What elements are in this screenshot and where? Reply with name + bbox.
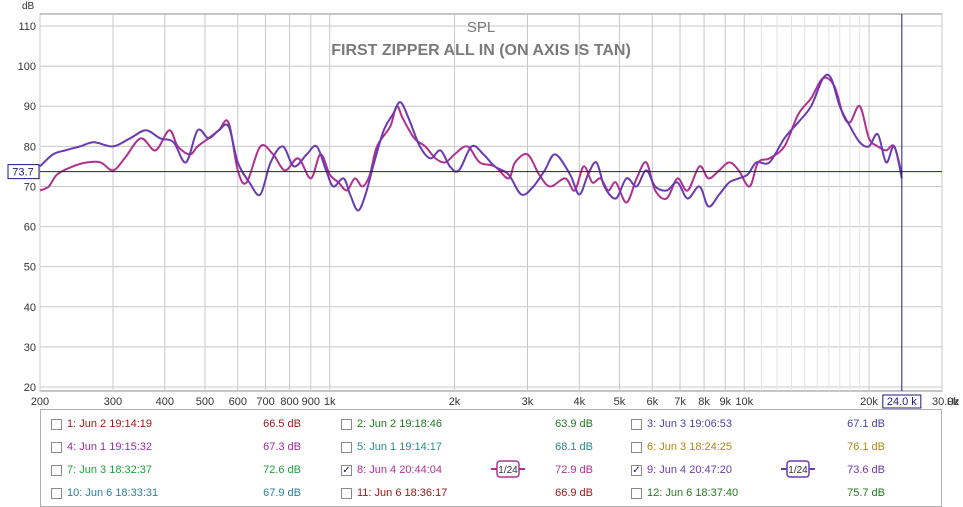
x-axis-label: Hz bbox=[947, 397, 959, 408]
legend-checkbox[interactable] bbox=[51, 442, 62, 453]
cursor-y-readout: 73.7 bbox=[12, 167, 33, 179]
y-tick-label: 20 bbox=[24, 382, 36, 394]
legend-value: 66.5 dB bbox=[263, 418, 301, 430]
x-tick-label: 900 bbox=[302, 396, 320, 408]
axes: 20 30 40 50 60 70 80 90 100 110 200 300 400 500 600 700… bbox=[18, 21, 960, 408]
x-tick-label: 10k bbox=[735, 396, 753, 408]
x-tick-label: 600 bbox=[229, 396, 247, 408]
legend-checkbox[interactable] bbox=[631, 442, 642, 453]
legend-label[interactable]: 4: Jun 1 19:15:32 bbox=[67, 441, 153, 453]
legend-checkbox[interactable]: ✓ bbox=[341, 465, 352, 476]
y-axis-label: dB bbox=[22, 1, 35, 12]
y-tick-label: 100 bbox=[18, 61, 36, 73]
legend-label[interactable]: 10: Jun 6 18:33:31 bbox=[67, 487, 159, 499]
legend-checkbox[interactable] bbox=[341, 442, 352, 453]
y-tick-label: 110 bbox=[18, 21, 36, 33]
legend-value: 72.6 dB bbox=[263, 464, 301, 476]
cursor[interactable]: 73.7 24.0 k bbox=[7, 14, 942, 409]
legend-label[interactable]: 2: Jun 2 19:18:46 bbox=[357, 418, 443, 430]
grid bbox=[39, 14, 943, 391]
measurement-legend: 1: Jun 2 19:14:19 66.5 dB 2: Jun 2 19:18:4… bbox=[40, 409, 942, 507]
x-tick-label: 20k bbox=[860, 396, 878, 408]
series-line-2 bbox=[39, 73, 903, 212]
series-line-1 bbox=[39, 76, 903, 204]
x-tick-label: 9k bbox=[719, 396, 731, 408]
x-tick-label: 800 bbox=[280, 396, 298, 408]
legend-value: 75.7 dB bbox=[847, 487, 885, 499]
legend-label[interactable]: 12: Jun 6 18:37:40 bbox=[647, 487, 739, 499]
legend-checkbox[interactable] bbox=[631, 419, 642, 430]
legend-checkbox[interactable]: ✓ bbox=[631, 465, 642, 476]
plot-background bbox=[39, 13, 943, 392]
y-tick-label: 60 bbox=[24, 222, 36, 234]
x-tick-label: 300 bbox=[104, 396, 122, 408]
legend-checkbox[interactable] bbox=[341, 419, 352, 430]
y-tick-label: 50 bbox=[24, 262, 36, 274]
legend-value: 63.9 dB bbox=[555, 418, 593, 430]
legend-value: 67.1 dB bbox=[847, 418, 885, 430]
legend-value: 72.9 dB bbox=[555, 464, 593, 476]
smoothing-indicator[interactable]: 1/24 bbox=[781, 460, 815, 478]
x-tick-label: 3k bbox=[522, 396, 534, 408]
x-tick-label: 500 bbox=[196, 396, 214, 408]
cursor-y-readout-box bbox=[7, 164, 40, 180]
x-tick-label: 7k bbox=[674, 396, 686, 408]
legend-label[interactable]: 8: Jun 4 20:44:04 bbox=[357, 464, 443, 476]
legend-label[interactable]: 7: Jun 3 18:32:37 bbox=[67, 464, 153, 476]
legend-checkbox[interactable] bbox=[51, 465, 62, 476]
legend-value: 68.1 dB bbox=[555, 441, 593, 453]
legend-checkbox[interactable] bbox=[51, 488, 62, 499]
y-tick-label: 80 bbox=[24, 141, 36, 153]
x-tick-label: 700 bbox=[256, 396, 274, 408]
x-tick-label: 200 bbox=[31, 396, 49, 408]
legend-label[interactable]: 9: Jun 4 20:47:20 bbox=[647, 464, 733, 476]
legend-value: 67.3 dB bbox=[263, 441, 301, 453]
x-tick-label: 5k bbox=[614, 396, 626, 408]
legend-value: 76.1 dB bbox=[847, 441, 885, 453]
legend-label[interactable]: 1: Jun 2 19:14:19 bbox=[67, 418, 153, 430]
smoothing-indicator[interactable]: 1/24 bbox=[491, 460, 525, 478]
legend-label[interactable]: 6: Jun 3 18:24:25 bbox=[647, 441, 733, 453]
spl-chart[interactable]: SPL FIRST ZIPPER ALL IN (ON AXIS IS TAN)… bbox=[0, 0, 963, 409]
x-tick-label: 6k bbox=[646, 396, 658, 408]
y-tick-label: 90 bbox=[24, 101, 36, 113]
legend-label[interactable]: 3: Jun 3 19:06:53 bbox=[647, 418, 733, 430]
y-tick-label: 40 bbox=[24, 302, 36, 314]
y-tick-label: 70 bbox=[24, 181, 36, 193]
chart-title: SPL bbox=[467, 19, 495, 36]
legend-checkbox[interactable] bbox=[51, 419, 62, 430]
legend-label[interactable]: 5: Jun 1 19:14:17 bbox=[357, 441, 443, 453]
x-tick-label: 4k bbox=[573, 396, 585, 408]
x-tick-label: 400 bbox=[156, 396, 174, 408]
legend-checkbox[interactable] bbox=[341, 488, 352, 499]
series-group bbox=[39, 73, 903, 212]
legend-value: 67.9 dB bbox=[263, 487, 301, 499]
x-tick-label: 2k bbox=[449, 396, 461, 408]
legend-label[interactable]: 11: Jun 6 18:36:17 bbox=[357, 487, 448, 499]
smoothing-label: 1/24 bbox=[788, 465, 808, 476]
chart-subtitle: FIRST ZIPPER ALL IN (ON AXIS IS TAN) bbox=[331, 42, 631, 59]
y-tick-label: 30 bbox=[24, 342, 36, 354]
cursor-x-readout-box bbox=[882, 394, 922, 409]
x-tick-label: 1k bbox=[324, 396, 336, 408]
cursor-x-readout: 24.0 k bbox=[887, 396, 917, 408]
legend-value: 73.6 dB bbox=[847, 464, 885, 476]
x-tick-label: 30.0k bbox=[932, 396, 959, 408]
x-tick-label: 8k bbox=[698, 396, 710, 408]
smoothing-label: 1/24 bbox=[498, 465, 518, 476]
legend-checkbox[interactable] bbox=[631, 488, 642, 499]
legend-value: 66.9 dB bbox=[555, 487, 593, 499]
